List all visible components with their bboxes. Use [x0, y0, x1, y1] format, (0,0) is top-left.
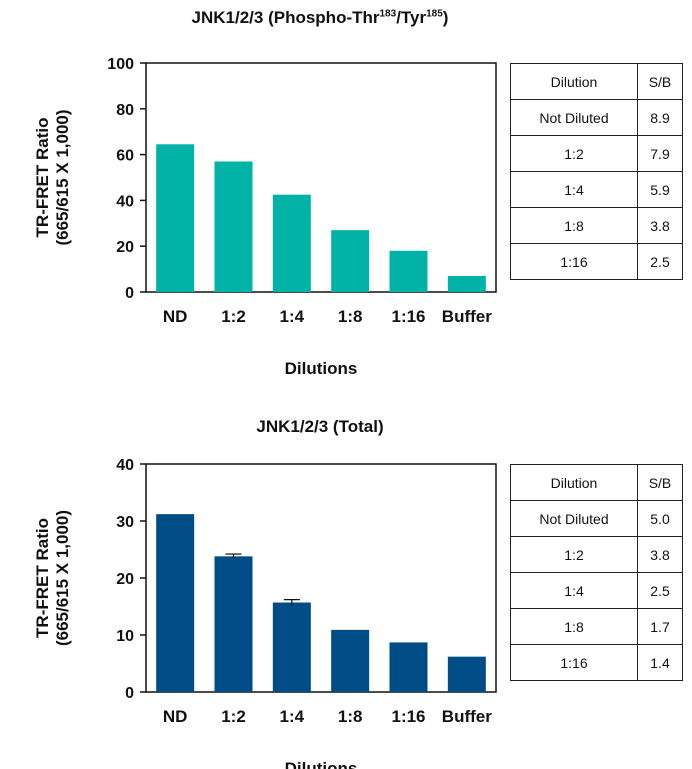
plot-frame [145, 62, 497, 293]
x-axis-title: Dilutions [285, 359, 358, 378]
x-tick-label: Buffer [442, 307, 492, 326]
table-row: Not Diluted 8.9 [510, 99, 683, 136]
table-row: 1:2 7.9 [510, 135, 683, 172]
table-cell: 1:4 [510, 171, 638, 208]
table-header-row: Dilution S/B [510, 63, 683, 100]
y-tick-label: 0 [125, 285, 134, 302]
table-cell: 7.9 [637, 135, 683, 172]
bar [331, 230, 370, 292]
table-cell: 5.9 [637, 171, 683, 208]
bar-chart: 0 20 40 60 80 100 ND 1:2 1:4 1:8 1:16 Buffer Dilutio… [33, 56, 497, 378]
table-cell: 1:8 [510, 608, 638, 645]
table-header-cell: Dilution [510, 63, 638, 100]
bar [447, 275, 486, 292]
x-axis-title: Dilutions [285, 759, 358, 769]
table-cell: 1:4 [510, 572, 638, 609]
plot-frame [145, 463, 497, 693]
table-cell: 1:2 [510, 135, 638, 172]
bar [447, 656, 486, 692]
y-tick-label: 0 [125, 685, 134, 702]
y-tick-label: 80 [116, 102, 134, 119]
table-header-cell: S/B [637, 63, 683, 100]
bar [272, 602, 311, 692]
y-axis-subtitle: (665/615 X 1,000) [53, 510, 72, 646]
table-cell: 1:2 [510, 536, 638, 573]
y-tick-label: 40 [116, 193, 134, 210]
bar [156, 144, 195, 292]
bar [156, 514, 195, 692]
bar [214, 556, 253, 692]
y-tick-label: 20 [116, 571, 134, 588]
table-row: 1:4 2.5 [510, 572, 683, 609]
table-row: 1:4 5.9 [510, 171, 683, 208]
table-cell: 2.5 [637, 572, 683, 609]
x-tick-label: 1:8 [338, 707, 363, 726]
x-tick-label: 1:2 [221, 707, 246, 726]
y-tick-label: 40 [116, 457, 134, 474]
bar [389, 642, 428, 692]
chart-panel-total: JNK1/2/3 (Total) 0 10 20 30 40 ND 1:2 1:4 1:8 1:1… [0, 385, 692, 769]
chart-title: JNK1/2/3 (Phospho-Thr183/Tyr185) [191, 8, 449, 27]
table-cell: 1:16 [510, 644, 638, 681]
table-cell: 5.0 [637, 500, 683, 537]
y-tick-label: 100 [107, 56, 134, 73]
chart-title: JNK1/2/3 (Total) [256, 417, 384, 436]
x-tick-label: 1:4 [280, 707, 305, 726]
bar-chart: 0 10 20 30 40 ND 1:2 1:4 1:8 1:16 Buffer Dilutions T… [33, 457, 497, 769]
table-row: 1:8 3.8 [510, 207, 683, 244]
table-row: 1:16 1.4 [510, 644, 683, 681]
table-row: 1:8 1.7 [510, 608, 683, 645]
table-row: 1:16 2.5 [510, 243, 683, 280]
signal-background-table: Dilution S/B Not Diluted 8.9 1:2 7.9 1:4… [510, 63, 683, 280]
bar [331, 629, 370, 692]
bar [389, 250, 428, 292]
table-cell: 1.7 [637, 608, 683, 645]
table-cell: Not Diluted [510, 99, 638, 136]
table-cell: 1:16 [510, 243, 638, 280]
y-axis-title: TR-FRET Ratio [33, 518, 52, 638]
table-cell: Not Diluted [510, 500, 638, 537]
signal-background-table: Dilution S/B Not Diluted 5.0 1:2 3.8 1:4… [510, 464, 683, 681]
x-tick-label: Buffer [442, 707, 492, 726]
table-cell: 3.8 [637, 207, 683, 244]
x-tick-label: ND [163, 307, 188, 326]
table-cell: 3.8 [637, 536, 683, 573]
x-tick-label: 1:16 [391, 307, 425, 326]
y-tick-label: 60 [116, 148, 134, 165]
y-axis-subtitle: (665/615 X 1,000) [53, 109, 72, 245]
x-tick-label: 1:2 [221, 307, 246, 326]
table-cell: 8.9 [637, 99, 683, 136]
table-header-cell: S/B [637, 464, 683, 501]
x-tick-label: ND [163, 707, 188, 726]
y-tick-label: 10 [116, 628, 134, 645]
table-header-cell: Dilution [510, 464, 638, 501]
table-row: Not Diluted 5.0 [510, 500, 683, 537]
x-tick-label: 1:8 [338, 307, 363, 326]
table-cell: 2.5 [637, 243, 683, 280]
bar [272, 194, 311, 292]
x-tick-label: 1:16 [391, 707, 425, 726]
table-row: 1:2 3.8 [510, 536, 683, 573]
bar [214, 161, 253, 292]
table-header-row: Dilution S/B [510, 464, 683, 501]
y-tick-label: 30 [116, 514, 134, 531]
x-tick-label: 1:4 [280, 307, 305, 326]
y-tick-label: 20 [116, 239, 134, 256]
chart-panel-phospho: JNK1/2/3 (Phospho-Thr183/Tyr185) 0 20 40 60… [33, 8, 683, 378]
table-cell: 1:8 [510, 207, 638, 244]
table-cell: 1.4 [637, 644, 683, 681]
y-axis-title: TR-FRET Ratio [33, 118, 52, 238]
